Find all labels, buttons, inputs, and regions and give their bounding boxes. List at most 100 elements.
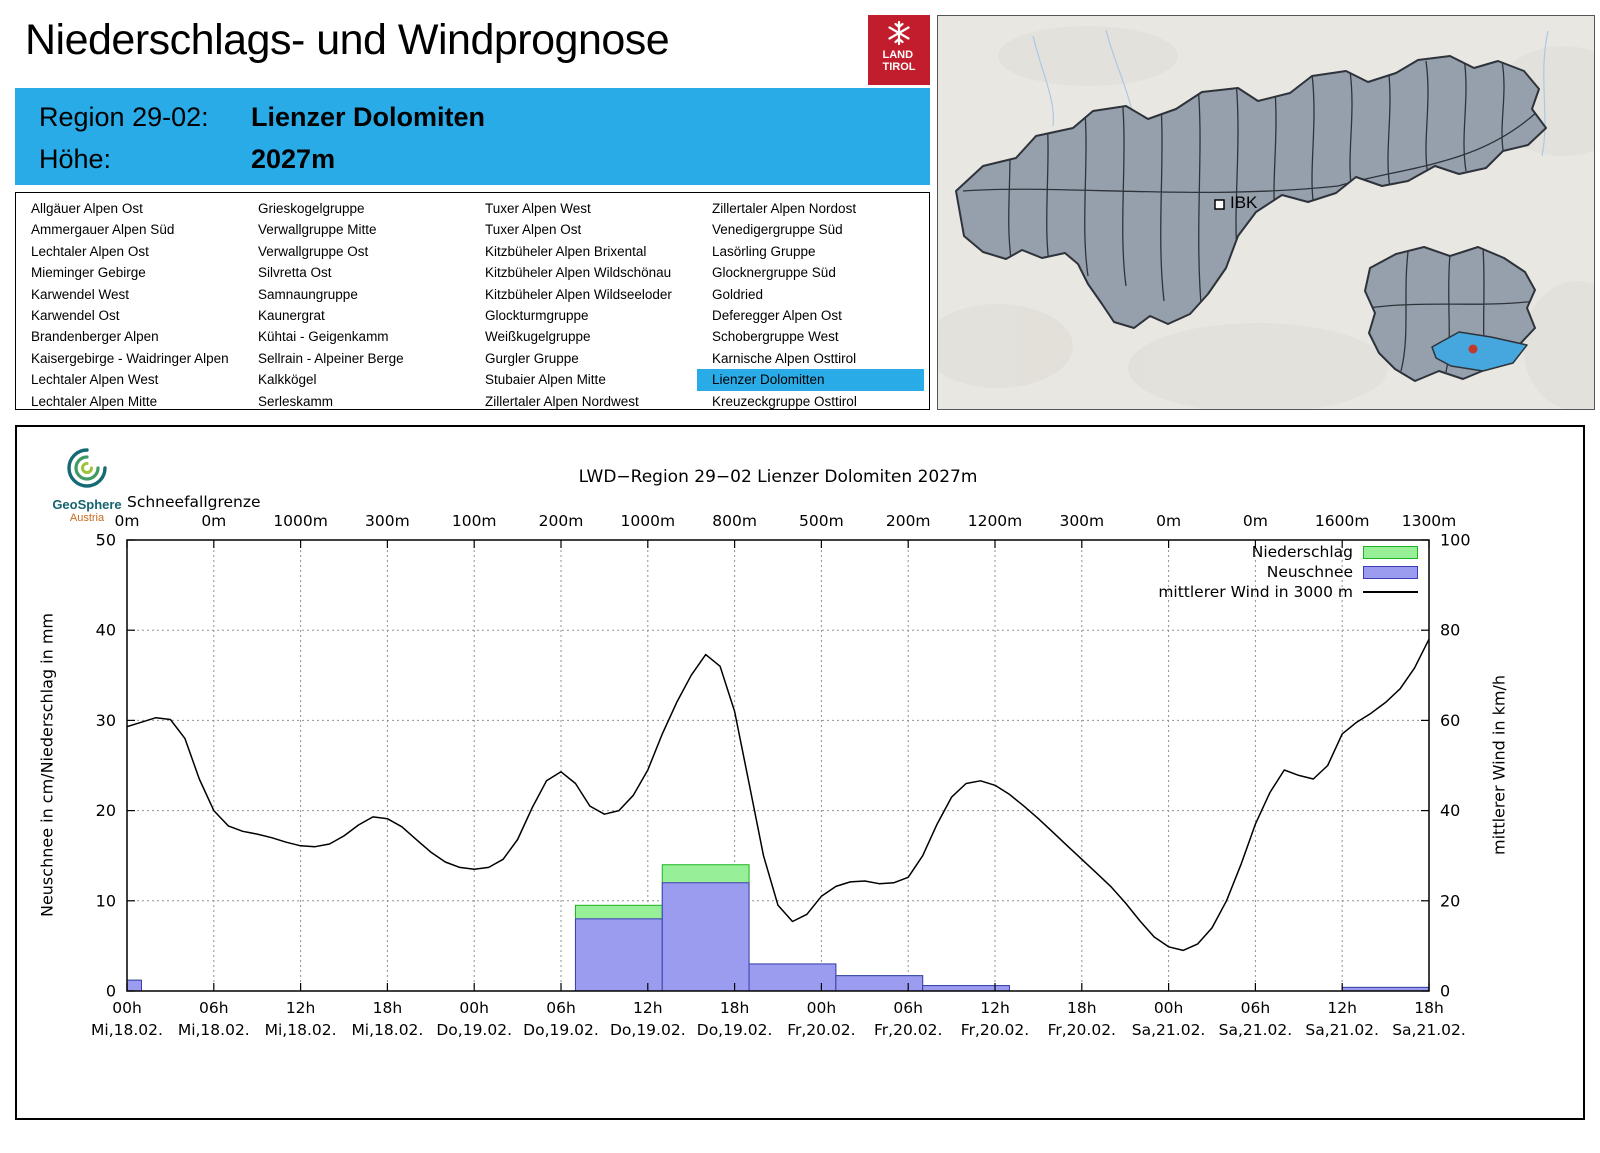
region-list-item[interactable]: Kalkkögel: [258, 372, 317, 388]
region-list-item[interactable]: Allgäuer Alpen Ost: [31, 201, 143, 216]
plot-border: [126, 539, 1430, 992]
forecast-plot: 00h Mi,18.02. 0m 06h Mi,18.02. 0m 12h Mi,18.02.…: [91, 512, 1471, 1039]
svg-text:0: 0: [1440, 982, 1450, 1001]
region-column: Grieskogelgruppe Verwallgruppe Mitte Verwa…: [243, 198, 470, 409]
snowline-value: 800m: [712, 512, 757, 530]
svg-text:Sa,21.02.: Sa,21.02.: [1392, 1021, 1466, 1039]
region-list-item[interactable]: Glocknergruppe Süd: [712, 265, 836, 281]
geosphere-icon: [67, 448, 107, 488]
snowline-label: Schneefallgrenze: [127, 493, 261, 511]
snowline-value: 200m: [886, 512, 931, 530]
land-tirol-logo-text: LAND TIROL: [882, 49, 916, 73]
region-list-item[interactable]: Kitzbüheler Alpen Brixental: [485, 243, 647, 259]
region-list-item[interactable]: Kaisergebirge - Waidringer Alpen: [31, 350, 229, 366]
y-axis-left-label: Neuschnee in cm/Niederschlag in mm: [37, 612, 57, 918]
region-list: Allgäuer Alpen Ost Ammergauer Alpen Süd Le…: [15, 192, 930, 410]
region-list-item[interactable]: Sellrain - Alpeiner Berge: [258, 350, 404, 366]
snowline-value: 300m: [1059, 512, 1104, 530]
region-list-item[interactable]: Karwendel West: [31, 286, 130, 302]
chart-title: LWD−Region 29−02 Lienzer Dolomiten 2027m: [578, 467, 978, 487]
altitude-label: Höhe:: [39, 143, 112, 174]
north-tirol-region[interactable]: [955, 55, 1547, 329]
region-list-item[interactable]: Lasörling Gruppe: [712, 243, 816, 259]
svg-text:20: 20: [96, 801, 116, 820]
snowflake-icon: [888, 20, 910, 46]
station-marker-dot: [1468, 344, 1478, 354]
region-list-item[interactable]: Lechtaler Alpen West: [31, 372, 159, 388]
svg-text:00h: 00h: [459, 999, 489, 1017]
neuschnee-bar: [835, 975, 924, 992]
region-list-item[interactable]: Ammergauer Alpen Süd: [31, 222, 175, 238]
svg-text:00h: 00h: [1154, 999, 1184, 1017]
svg-text:Sa,21.02.: Sa,21.02.: [1132, 1021, 1206, 1039]
svg-text:Mi,18.02.: Mi,18.02.: [91, 1021, 163, 1039]
svg-text:Sa,21.02.: Sa,21.02.: [1305, 1021, 1379, 1039]
region-list-item[interactable]: Gurgler Gruppe: [485, 350, 579, 366]
snowline-value: 500m: [799, 512, 844, 530]
legend-entry: Niederschlag: [1252, 543, 1418, 561]
region-value: Lienzer Dolomiten: [251, 101, 486, 132]
region-list-item[interactable]: Lechtaler Alpen Ost: [31, 243, 149, 259]
ibk-label: IBK: [1230, 193, 1258, 212]
region-list-item[interactable]: Karwendel Ost: [31, 308, 120, 324]
region-list-item[interactable]: Goldried: [712, 286, 764, 302]
region-list-item[interactable]: Lechtaler Alpen Mitte: [31, 393, 158, 409]
svg-text:60: 60: [1440, 711, 1460, 730]
region-list-item[interactable]: Glockturmgruppe: [485, 308, 589, 324]
region-list-item[interactable]: Kühtai - Geigenkamm: [258, 329, 389, 345]
region-list-item[interactable]: Brandenberger Alpen: [31, 329, 159, 345]
region-list-item[interactable]: Samnaungruppe: [258, 286, 358, 302]
region-list-item[interactable]: Venedigergruppe Süd: [712, 222, 843, 238]
region-list-item[interactable]: Kitzbüheler Alpen Wildschönau: [485, 265, 672, 281]
svg-text:12h: 12h: [980, 999, 1010, 1017]
svg-text:00h: 00h: [112, 999, 142, 1017]
region-column: Tuxer Alpen West Tuxer Alpen Ost Kitzbühel…: [470, 198, 697, 409]
region-list-item[interactable]: Tuxer Alpen Ost: [485, 222, 582, 238]
region-list-item[interactable]: Silvretta Ost: [258, 265, 332, 281]
region-list-item[interactable]: Kreuzeckgruppe Osttirol: [712, 393, 857, 409]
svg-text:100: 100: [1440, 531, 1471, 550]
region-list-item[interactable]: Deferegger Alpen Ost: [712, 308, 842, 324]
neuschnee-bar: [574, 918, 663, 992]
snowline-value: 1000m: [273, 512, 328, 530]
east-tirol-region[interactable]: [1364, 246, 1536, 382]
geosphere-sub: Austria: [69, 512, 105, 524]
region-list-item[interactable]: Mieminger Gebirge: [31, 265, 146, 281]
svg-text:Mi,18.02.: Mi,18.02.: [351, 1021, 423, 1039]
region-header: Region 29-02: Lienzer Dolomiten Höhe: 20…: [15, 88, 930, 185]
region-list-item[interactable]: Kitzbüheler Alpen Wildseeloder: [485, 286, 672, 302]
svg-text:06h: 06h: [893, 999, 923, 1017]
svg-text:30: 30: [96, 711, 116, 730]
region-list-item[interactable]: Karnische Alpen Osttirol: [712, 350, 857, 366]
svg-text:Fr,20.02.: Fr,20.02.: [961, 1021, 1029, 1039]
tirol-map[interactable]: IBK: [923, 15, 1600, 413]
region-list-item[interactable]: Zillertaler Alpen Nordost: [712, 201, 857, 216]
region-list-item[interactable]: Verwallgruppe Ost: [258, 243, 369, 259]
region-list-item[interactable]: Lienzer Dolomitten: [697, 369, 924, 391]
ibk-marker-group: IBK: [1214, 193, 1258, 212]
svg-text:Fr,20.02.: Fr,20.02.: [874, 1021, 942, 1039]
selected-region-highlight[interactable]: [1431, 331, 1528, 372]
svg-text:06h: 06h: [1241, 999, 1271, 1017]
snowline-value: 0m: [1243, 512, 1268, 530]
neuschnee-bar: [126, 979, 142, 992]
region-list-item[interactable]: Serleskamm: [258, 393, 334, 409]
region-list-item[interactable]: Tuxer Alpen West: [485, 201, 591, 216]
snowline-value: 0m: [1156, 512, 1181, 530]
region-list-item[interactable]: Kaunergrat: [258, 308, 325, 324]
region-list-item[interactable]: Grieskogelgruppe: [258, 201, 365, 216]
region-list-item[interactable]: Verwallgruppe Mitte: [258, 222, 377, 238]
neuschnee-bar: [748, 963, 837, 992]
svg-text:40: 40: [96, 621, 116, 640]
region-list-item[interactable]: Stubaier Alpen Mitte: [485, 372, 606, 388]
snowline-value: 0m: [201, 512, 226, 530]
svg-text:12h: 12h: [633, 999, 663, 1017]
region-list-item[interactable]: Weißkugelgruppe: [485, 329, 591, 345]
geosphere-name: GeoSphere: [52, 497, 122, 512]
precipitation-bars: [126, 864, 1430, 992]
region-list-item[interactable]: Schobergruppe West: [712, 329, 839, 345]
svg-text:40: 40: [1440, 801, 1460, 820]
region-list-item[interactable]: Zillertaler Alpen Nordwest: [485, 393, 639, 409]
tirol-map-svg: IBK: [923, 26, 1600, 413]
